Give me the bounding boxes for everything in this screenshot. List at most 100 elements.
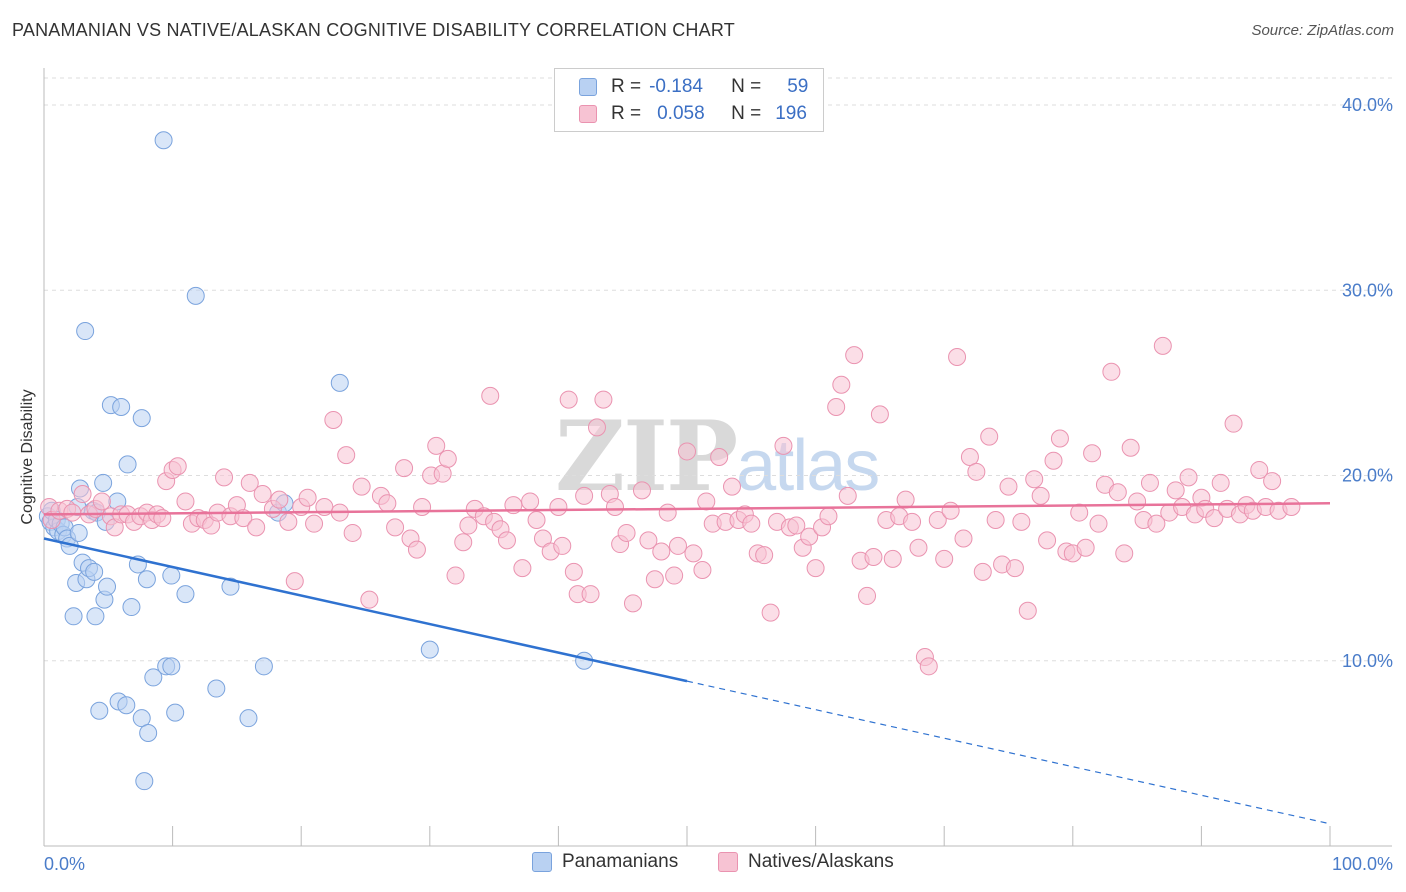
panamanian-point [76, 322, 95, 341]
native-point [827, 397, 846, 416]
native-point [819, 507, 838, 526]
native-point [1076, 538, 1095, 557]
n-value: 196 [775, 103, 807, 124]
native-point [903, 512, 922, 531]
native-point [1140, 473, 1159, 492]
native-point [980, 427, 999, 446]
native-point [1205, 509, 1224, 528]
native-point [1038, 531, 1057, 550]
panamanian-point [118, 455, 137, 474]
stats-legend-row-natives: R = 0.058 N = 196 [579, 102, 807, 126]
native-point [1102, 362, 1121, 381]
watermark-atlas: atlas [736, 426, 880, 506]
native-point [864, 548, 883, 567]
native-point [270, 490, 289, 509]
native-point [973, 562, 992, 581]
stats-legend-row-panamanians: R = -0.184 N = 59 [579, 75, 808, 99]
legend-item-natives: Natives/Alaskans [718, 851, 894, 873]
native-point [693, 560, 712, 579]
native-point [632, 481, 651, 500]
native-point [665, 566, 684, 585]
native-point [594, 390, 613, 409]
native-point [454, 533, 473, 552]
r-label: R = [611, 76, 642, 97]
panamanian-point [132, 409, 151, 428]
native-point [755, 546, 774, 565]
native-point [240, 473, 259, 492]
panamanian-point [139, 724, 158, 743]
native-point [73, 485, 92, 504]
native-point [1147, 514, 1166, 533]
panamanian-point [144, 668, 163, 687]
native-point [986, 510, 1005, 529]
panamanian-trendline [43, 537, 688, 683]
native-point [787, 516, 806, 535]
r-value: -0.184 [649, 76, 703, 97]
y-tick-label: 40.0% [1342, 95, 1393, 115]
native-point [575, 486, 594, 505]
native-point [1282, 498, 1301, 517]
panamanian-point [69, 523, 88, 542]
native-point [639, 531, 658, 550]
native-point [215, 468, 234, 487]
native-point [617, 523, 636, 542]
native-point [774, 436, 793, 455]
panamanian-point [186, 286, 205, 305]
native-point [832, 375, 851, 394]
native-point [438, 449, 457, 468]
native-point [845, 346, 864, 365]
blue-swatch [532, 852, 552, 872]
y-tick-label: 20.0% [1342, 466, 1393, 486]
panamanian-point [221, 577, 240, 596]
native-point [378, 494, 397, 513]
native-point [285, 572, 304, 591]
native-point [710, 448, 729, 466]
native-point [1050, 429, 1069, 448]
native-point [697, 492, 716, 511]
native-point [684, 544, 703, 563]
native-point [883, 549, 902, 568]
native-point [459, 516, 478, 535]
native-point [521, 492, 540, 511]
native-point [395, 459, 414, 478]
series-legend: Panamanians Natives/Alaskans [0, 851, 1406, 877]
native-point [967, 462, 986, 481]
legend-item-panamanians: Panamanians [532, 851, 678, 873]
native-point [909, 538, 928, 557]
native-point [553, 536, 572, 555]
panamanian-point [86, 607, 105, 626]
native-point [1018, 601, 1037, 620]
native-point [1121, 438, 1140, 457]
x-tick-label: 100.0% [1332, 854, 1393, 874]
native-point [564, 562, 583, 581]
panamanian-point [135, 772, 154, 791]
native-point [954, 529, 973, 548]
native-point [838, 486, 857, 505]
native-point [652, 542, 671, 561]
native-point [305, 514, 324, 533]
panamanian-point [330, 373, 349, 392]
panamanian-point [166, 703, 185, 722]
n-label: N = [731, 103, 762, 124]
native-point [1025, 470, 1044, 489]
native-point [247, 518, 266, 537]
panamanian-point [117, 696, 136, 715]
native-point [1031, 486, 1050, 505]
chart-title: PANAMANIAN VS NATIVE/ALASKAN COGNITIVE D… [12, 20, 735, 40]
native-point [481, 386, 500, 405]
native-point [678, 442, 696, 461]
native-point [253, 485, 272, 504]
native-point [1211, 473, 1230, 492]
native-point [1044, 451, 1063, 470]
native-point [723, 477, 742, 496]
n-label: N = [731, 76, 762, 97]
native-point [960, 448, 979, 466]
panamanian-point [85, 562, 104, 581]
panamanian-point [94, 473, 113, 492]
native-point [581, 585, 600, 604]
native-point [446, 566, 465, 585]
pink-swatch [579, 105, 597, 123]
native-point [549, 498, 568, 517]
native-point [1115, 544, 1134, 563]
native-point [1012, 512, 1031, 531]
